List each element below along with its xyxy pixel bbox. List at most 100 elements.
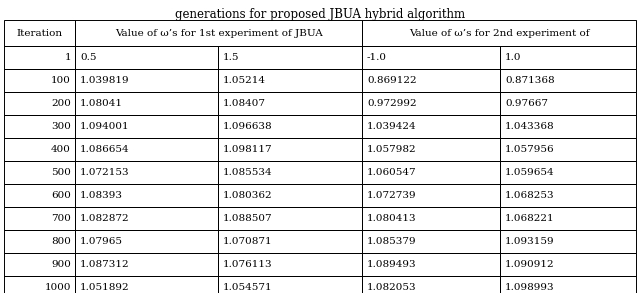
Text: 1.088507: 1.088507 [223,214,273,223]
Bar [218,46,362,69]
Bar [500,184,636,207]
Bar [362,253,500,276]
Bar [4,92,75,115]
Text: 0.5: 0.5 [80,53,97,62]
Bar [218,161,362,184]
Bar [500,161,636,184]
Text: 1.08393: 1.08393 [80,191,123,200]
Text: 1.090912: 1.090912 [505,260,555,269]
Text: 1.07965: 1.07965 [80,237,123,246]
Bar [218,230,362,253]
Bar [75,161,218,184]
Bar [500,276,636,293]
Bar [362,92,500,115]
Text: 1.068221: 1.068221 [505,214,555,223]
Bar [4,69,75,92]
Text: 1.098117: 1.098117 [223,145,273,154]
Text: 1.076113: 1.076113 [223,260,273,269]
Text: 1.094001: 1.094001 [80,122,130,131]
Bar [362,69,500,92]
Bar [75,207,218,230]
Bar [75,92,218,115]
Bar [4,207,75,230]
Bar [362,46,500,69]
Text: 600: 600 [51,191,71,200]
Bar [500,69,636,92]
Text: Value of ω’s for 1st experiment of JBUA: Value of ω’s for 1st experiment of JBUA [115,28,323,38]
Text: 1.059654: 1.059654 [505,168,555,177]
Text: 1.5: 1.5 [223,53,239,62]
Text: 500: 500 [51,168,71,177]
Bar [362,20,636,46]
Text: 800: 800 [51,237,71,246]
Bar [362,230,500,253]
Bar [500,207,636,230]
Text: 1.039424: 1.039424 [367,122,417,131]
Text: 1.096638: 1.096638 [223,122,273,131]
Bar [218,92,362,115]
Bar [500,92,636,115]
Bar [218,184,362,207]
Text: 1.068253: 1.068253 [505,191,555,200]
Bar [4,115,75,138]
Text: 900: 900 [51,260,71,269]
Bar [362,207,500,230]
Text: Value of ω’s for 2nd experiment of: Value of ω’s for 2nd experiment of [409,28,589,38]
Text: 1000: 1000 [45,283,71,292]
Text: 1.089493: 1.089493 [367,260,417,269]
Bar [362,276,500,293]
Bar [218,115,362,138]
Bar [4,138,75,161]
Text: 1.080413: 1.080413 [367,214,417,223]
Text: 200: 200 [51,99,71,108]
Text: 300: 300 [51,122,71,131]
Bar [500,253,636,276]
Text: 1.080362: 1.080362 [223,191,273,200]
Bar [362,115,500,138]
Text: Iteration: Iteration [17,28,63,38]
Text: 700: 700 [51,214,71,223]
Bar [4,253,75,276]
Text: 1.08041: 1.08041 [80,99,123,108]
Bar [75,276,218,293]
Text: 1.0: 1.0 [505,53,522,62]
Bar [4,20,75,46]
Text: 1.060547: 1.060547 [367,168,417,177]
Bar [362,161,500,184]
Text: -1.0: -1.0 [367,53,387,62]
Bar [4,230,75,253]
Text: 1.08407: 1.08407 [223,99,266,108]
Text: 0.871368: 0.871368 [505,76,555,85]
Bar [500,115,636,138]
Text: 1.086654: 1.086654 [80,145,130,154]
Text: 1.072739: 1.072739 [367,191,417,200]
Bar [4,161,75,184]
Bar [75,115,218,138]
Text: 1.082872: 1.082872 [80,214,130,223]
Text: 1.05214: 1.05214 [223,76,266,85]
Text: 1.043368: 1.043368 [505,122,555,131]
Text: 1.057956: 1.057956 [505,145,555,154]
Text: 1.098993: 1.098993 [505,283,555,292]
Text: 1.054571: 1.054571 [223,283,273,292]
Bar [218,253,362,276]
Bar [4,184,75,207]
Text: 1.087312: 1.087312 [80,260,130,269]
Text: 0.972992: 0.972992 [367,99,417,108]
Bar [4,276,75,293]
Bar [75,20,362,46]
Bar [362,184,500,207]
Bar [75,69,218,92]
Bar [500,138,636,161]
Text: 1.085379: 1.085379 [367,237,417,246]
Bar [218,138,362,161]
Bar [218,69,362,92]
Bar [75,253,218,276]
Bar [500,230,636,253]
Bar [75,230,218,253]
Text: 0.97667: 0.97667 [505,99,548,108]
Text: 1.093159: 1.093159 [505,237,555,246]
Text: 1.082053: 1.082053 [367,283,417,292]
Bar [75,46,218,69]
Text: 1.072153: 1.072153 [80,168,130,177]
